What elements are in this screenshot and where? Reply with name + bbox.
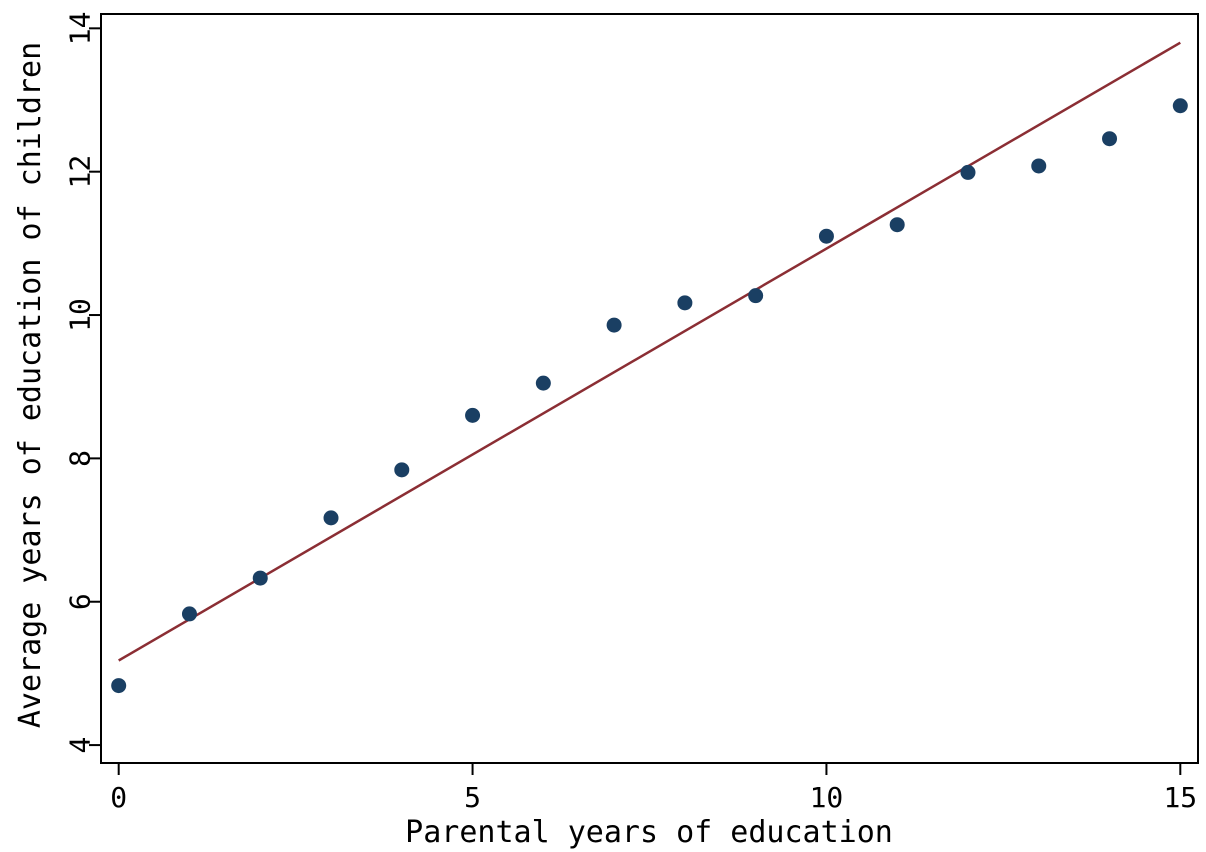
data-point <box>1102 131 1118 147</box>
x-tick-label: 0 <box>110 781 127 814</box>
y-tick-label: 8 <box>64 450 97 467</box>
y-tick-label: 14 <box>64 11 97 45</box>
data-point <box>748 288 764 304</box>
x-tick-label: 5 <box>464 781 481 814</box>
data-point <box>960 164 976 180</box>
data-point <box>181 606 197 622</box>
data-points-layer <box>111 98 1188 694</box>
data-point <box>606 317 622 333</box>
data-point <box>394 462 410 478</box>
data-point <box>1172 98 1188 114</box>
y-tick-label: 10 <box>64 298 97 332</box>
data-point <box>323 510 339 526</box>
data-point <box>111 678 127 694</box>
data-point <box>889 217 905 233</box>
data-point <box>535 375 551 391</box>
data-point <box>465 407 481 423</box>
y-axis: 4 6 8 10 12 14 <box>64 11 101 754</box>
y-tick-label: 6 <box>64 593 97 610</box>
data-point <box>818 228 834 244</box>
data-point <box>1031 158 1047 174</box>
x-tick-label: 10 <box>810 781 844 814</box>
fitted-line <box>118 41 1181 662</box>
data-point <box>252 570 268 586</box>
x-axis-title: Parental years of education <box>405 815 893 850</box>
fit-line-layer <box>118 41 1181 662</box>
x-axis: 0 5 10 15 <box>110 763 1197 814</box>
y-tick-label: 12 <box>64 155 97 189</box>
plot-area-frame <box>100 13 1199 764</box>
data-point <box>677 295 693 311</box>
y-tick-label: 4 <box>64 737 97 754</box>
x-tick-label: 15 <box>1163 781 1197 814</box>
y-axis-title: Average years of education of children <box>13 42 48 728</box>
